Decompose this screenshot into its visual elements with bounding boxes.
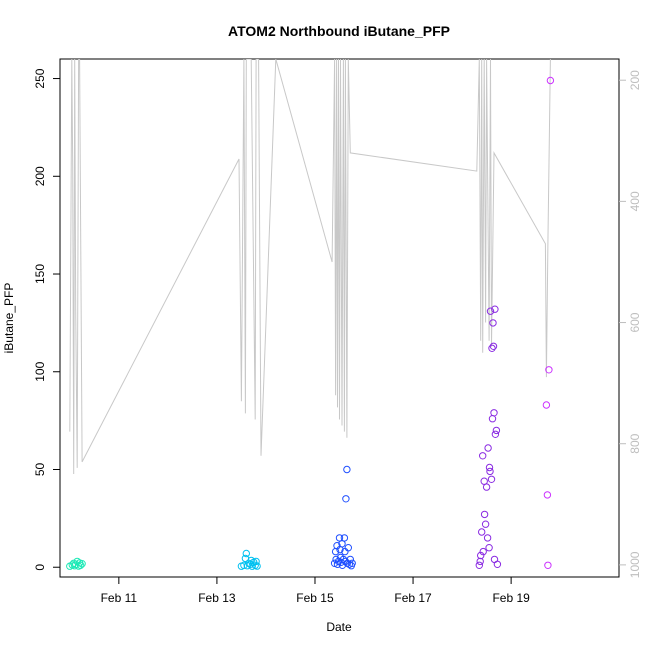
data-point <box>479 452 487 460</box>
data-point <box>343 465 351 474</box>
data-point <box>483 534 492 542</box>
data-point <box>489 342 498 350</box>
data-point <box>248 562 256 570</box>
data-point <box>488 415 497 423</box>
data-point <box>491 305 499 313</box>
data-point <box>479 547 487 556</box>
y-tick-label: 250 <box>33 68 47 88</box>
data-point <box>344 544 352 552</box>
y-tick-label: 100 <box>33 361 47 381</box>
right-y-tick-label: 400 <box>628 191 642 211</box>
data-point <box>542 401 551 409</box>
data-point <box>481 520 490 528</box>
data-point <box>339 555 348 564</box>
data-point <box>486 467 494 476</box>
data-point <box>253 562 261 570</box>
y-tick-label: 200 <box>33 166 47 186</box>
data-point <box>478 528 486 536</box>
x-tick-label: Feb 19 <box>492 591 530 605</box>
data-point <box>487 475 496 483</box>
data-point <box>546 76 555 85</box>
plot-area: Feb 11 Feb 13 Feb 15 Feb 17 Feb 19 0 50 100 150 2… <box>33 58 642 605</box>
right-y-tick-label: 1000 <box>628 551 642 578</box>
y-tick-label: 150 <box>33 264 47 284</box>
data-point <box>484 444 492 452</box>
data-point <box>342 495 350 503</box>
y-tick-label: 50 <box>33 462 47 476</box>
data-point <box>480 510 489 519</box>
data-point <box>252 557 260 566</box>
right-y-tick-label: 200 <box>628 70 642 90</box>
x-tick-label: Feb 17 <box>394 591 432 605</box>
data-point <box>545 366 553 374</box>
data-point <box>489 319 497 327</box>
data-point <box>340 534 349 542</box>
overlay-line <box>69 59 551 475</box>
data-point <box>488 344 496 352</box>
data-point <box>482 483 491 491</box>
data-point <box>492 426 501 435</box>
x-tick-label: Feb 11 <box>101 591 138 605</box>
data-point <box>348 559 356 567</box>
data-point <box>475 561 483 569</box>
data-point <box>477 551 485 560</box>
data-point <box>78 560 86 568</box>
y-tick-label: 0 <box>33 564 47 571</box>
data-point <box>485 544 493 552</box>
plot-frame <box>59 58 620 578</box>
data-point <box>490 409 498 417</box>
data-point <box>543 491 552 499</box>
data-point <box>491 430 500 438</box>
chart-title: ATOM2 Northbound iButane_PFP <box>228 23 450 39</box>
data-point <box>544 561 552 569</box>
data-point <box>485 463 494 472</box>
x-tick-label: Feb 15 <box>296 591 334 605</box>
data-point <box>493 560 502 568</box>
y-axis-label: iButane_PFP <box>2 283 16 354</box>
data-point <box>486 307 495 315</box>
right-y-tick-label: 600 <box>628 312 642 332</box>
data-point <box>76 561 85 569</box>
x-axis-label: Date <box>326 620 352 634</box>
right-y-tick-label: 800 <box>628 433 642 453</box>
data-point <box>242 549 251 558</box>
x-tick-label: Feb 13 <box>198 591 236 605</box>
